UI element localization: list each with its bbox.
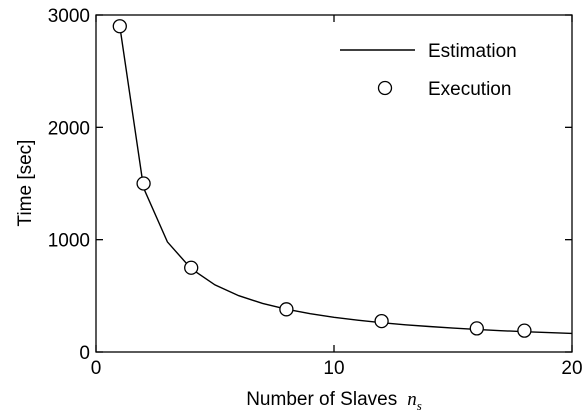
estimation-line: [119, 26, 573, 335]
y-tick-label: 2000: [48, 118, 90, 139]
x-tick-label: 20: [561, 358, 582, 379]
plot-frame: [95, 14, 573, 353]
y-tick-label: 0: [79, 343, 90, 364]
y-tick-label: 3000: [48, 6, 90, 27]
x-tick-label: 0: [91, 358, 102, 379]
x-label-var: n: [407, 389, 417, 410]
execution-marker: [112, 19, 127, 34]
y-tick-label: 1000: [48, 231, 90, 252]
legend-label: Execution: [428, 79, 511, 100]
execution-marker: [374, 313, 389, 329]
execution-marker: [136, 176, 151, 191]
x-label-text: Number of Slaves: [246, 389, 397, 410]
execution-marker: [184, 260, 199, 275]
x-label-sub: s: [417, 398, 422, 413]
y-axis-label: Time [sec]: [15, 140, 36, 227]
x-tick-label: 10: [323, 358, 344, 379]
execution-marker: [517, 323, 532, 338]
legend-marker: [377, 80, 393, 96]
execution-marker: [279, 302, 294, 317]
x-axis-label: Number of Slaves ns: [246, 389, 422, 413]
legend-label: Estimation: [428, 41, 517, 62]
execution-marker: [469, 321, 484, 336]
